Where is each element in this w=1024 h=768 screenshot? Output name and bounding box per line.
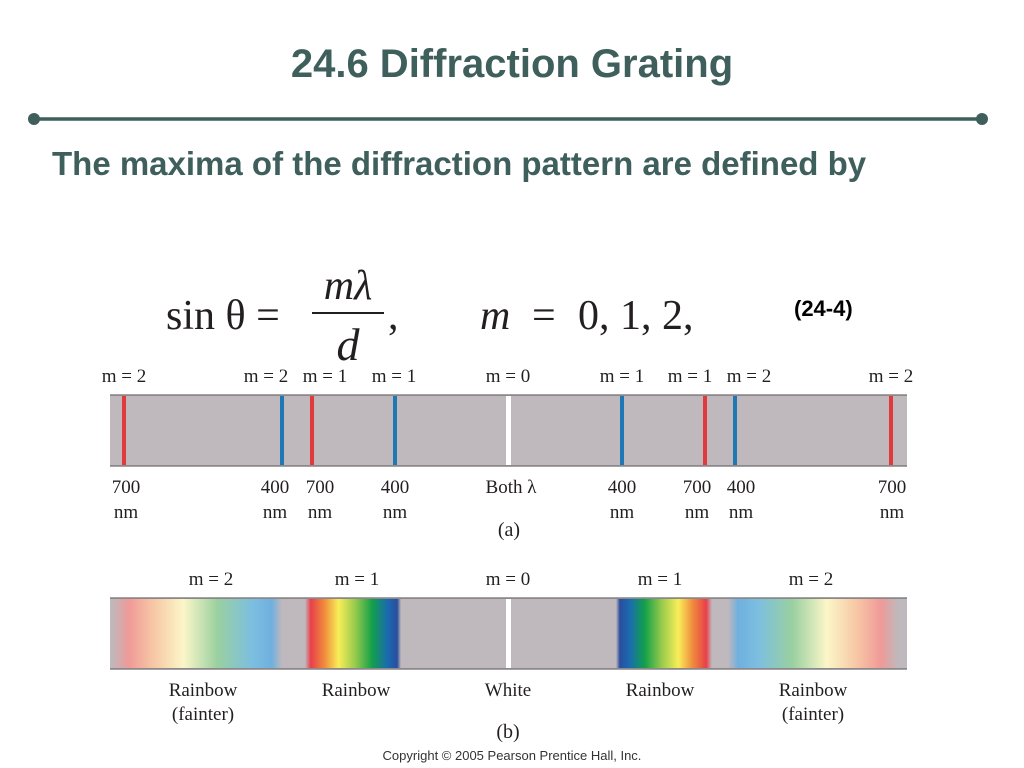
spectrum-label-b-3: White	[485, 680, 531, 701]
panel-a-order-labels: m = 2 m = 2 m = 1 m = 1 m = 0 m = 1 m = …	[102, 366, 914, 387]
panel-a-wavelength-labels: 700 400 700 400 Both λ 400 700 400 700	[112, 477, 907, 498]
order-label-b-2: m = 1	[335, 569, 380, 590]
equation-comma: ,	[388, 293, 399, 339]
equation-rhs-variable: m	[480, 293, 511, 339]
slide-title: 24.6 Diffraction Grating	[290, 42, 734, 86]
wavelength-a-2: 400	[261, 477, 290, 498]
wavelength-a-3: 700	[306, 477, 335, 498]
spectrum-label-b-2: Rainbow	[322, 680, 391, 701]
unit-a-6: nm	[610, 502, 635, 523]
body-text: The maxima of the diffraction pattern ar…	[52, 145, 867, 182]
spectrum-sublabel-b-5: (fainter)	[782, 704, 844, 725]
unit-a-9: nm	[880, 502, 905, 523]
spectrum-right-order-1	[616, 599, 712, 668]
unit-a-2: nm	[263, 502, 288, 523]
order-label-b-1: m = 2	[189, 569, 234, 590]
line-a-4	[393, 396, 397, 465]
unit-a-7: nm	[685, 502, 710, 523]
unit-a-4: nm	[383, 502, 408, 523]
spectrum-right-order-2	[728, 599, 898, 668]
order-label-a-5: m = 0	[486, 366, 531, 387]
panel-b-order-labels: m = 2 m = 1 m = 0 m = 1 m = 2	[189, 569, 834, 590]
panel-b-caption: (b)	[496, 721, 519, 743]
line-a-6	[620, 396, 624, 465]
order-label-a-7: m = 1	[668, 366, 713, 387]
spectrum-label-b-1: Rainbow	[169, 680, 238, 701]
order-label-a-3: m = 1	[303, 366, 348, 387]
wavelength-a-6: 400	[608, 477, 637, 498]
wavelength-a-1: 700	[112, 477, 141, 498]
equation-rhs-equals: =	[532, 293, 556, 339]
panel-b-spectrum-labels: Rainbow Rainbow White Rainbow Rainbow (f…	[169, 680, 848, 725]
wavelength-a-4: 400	[381, 477, 410, 498]
fraction-bar	[312, 312, 384, 314]
line-a-8	[733, 396, 737, 465]
unit-a-8: nm	[729, 502, 754, 523]
line-a-3	[310, 396, 314, 465]
line-a-2	[280, 396, 284, 465]
wavelength-a-7: 700	[683, 477, 712, 498]
line-a-7	[703, 396, 707, 465]
panel-a-lines	[122, 396, 893, 465]
equation-rhs-values: 0, 1, 2,	[578, 293, 694, 339]
spectrum-label-b-4: Rainbow	[626, 680, 695, 701]
order-label-a-9: m = 2	[869, 366, 914, 387]
title-divider	[28, 113, 988, 125]
line-a-9	[889, 396, 893, 465]
wavelength-a-8: 400	[727, 477, 756, 498]
panel-a-caption: (a)	[498, 519, 520, 541]
zero-order-white-line	[506, 599, 511, 668]
spectrum-sublabel-b-1: (fainter)	[172, 704, 234, 725]
order-label-b-3: m = 0	[486, 569, 531, 590]
copyright-notice: Copyright © 2005 Pearson Prentice Hall, …	[382, 748, 642, 763]
wavelength-a-5: Both λ	[486, 477, 538, 498]
order-label-a-8: m = 2	[727, 366, 772, 387]
spectrum-left-order-2	[112, 599, 282, 668]
order-label-a-1: m = 2	[102, 366, 147, 387]
order-label-a-2: m = 2	[244, 366, 289, 387]
unit-a-3: nm	[308, 502, 333, 523]
spectrum-left-order-1	[305, 599, 401, 668]
equation-number: (24-4)	[794, 296, 853, 321]
order-label-b-4: m = 1	[638, 569, 683, 590]
spectrum-label-b-5: Rainbow	[779, 680, 848, 701]
line-a-5	[506, 396, 511, 465]
wavelength-a-9: 700	[878, 477, 907, 498]
equation-lhs: sin θ =	[166, 293, 280, 339]
order-label-a-6: m = 1	[600, 366, 645, 387]
unit-a-1: nm	[114, 502, 139, 523]
order-label-b-5: m = 2	[789, 569, 834, 590]
equation-numerator: mλ	[323, 263, 373, 309]
panel-a-unit-labels: nm nm nm nm nm nm nm nm	[114, 502, 905, 523]
order-label-a-4: m = 1	[372, 366, 417, 387]
line-a-1	[122, 396, 126, 465]
equation-denominator: d	[336, 319, 360, 370]
